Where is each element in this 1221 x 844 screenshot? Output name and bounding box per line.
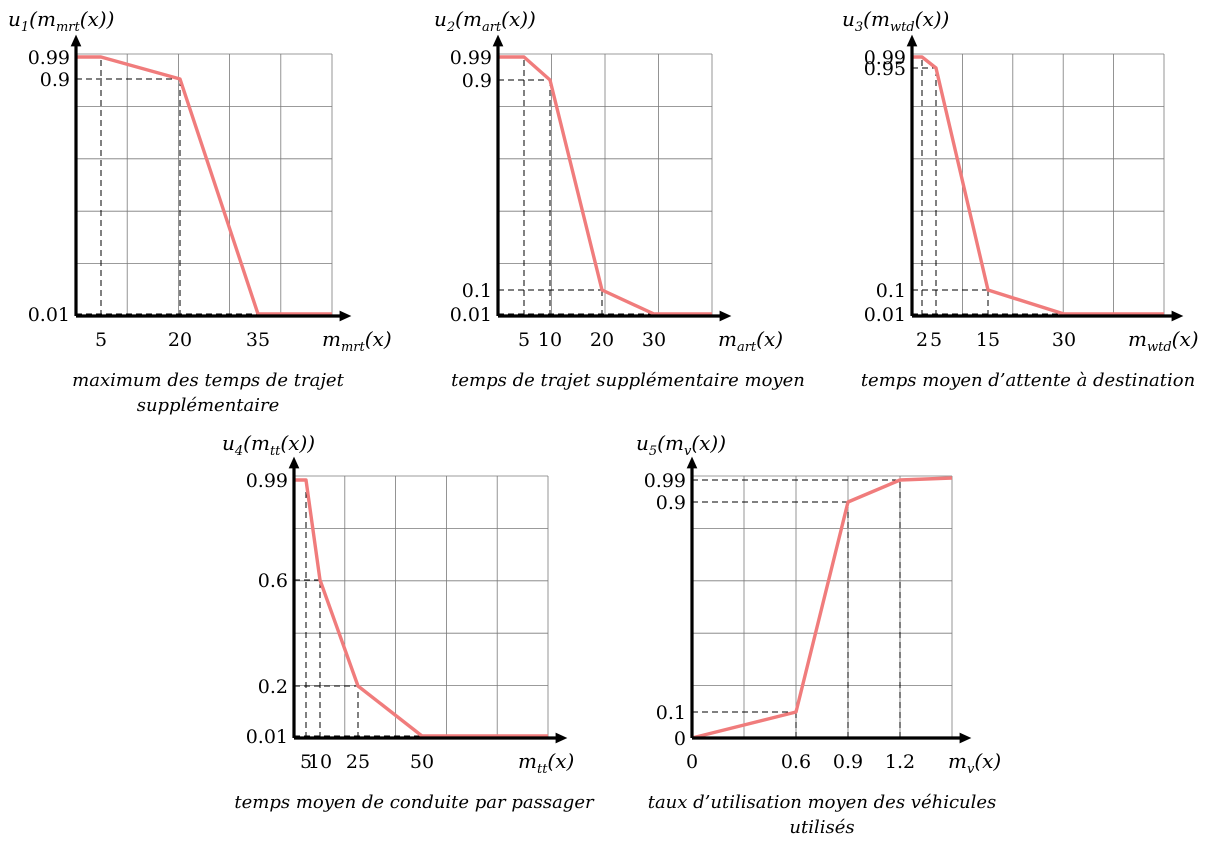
- y-tick-label: 0.99: [450, 47, 492, 69]
- guides-4: [294, 479, 423, 738]
- y-tick-label: 0.01: [864, 304, 906, 326]
- y-tick-label: 0.9: [656, 492, 686, 514]
- x-tick-label: 20: [168, 329, 192, 351]
- x-tick-label: 0: [686, 751, 698, 773]
- x-axis-title-2: mart(x): [718, 327, 783, 355]
- series-line-4: [294, 478, 548, 738]
- x-tick-label: 15: [976, 329, 1000, 351]
- x-tick-label: 5: [518, 329, 530, 351]
- y-tick-label: 0.01: [246, 726, 288, 748]
- grid-1: [76, 53, 333, 316]
- x-axis-title-3: mwtd(x): [1128, 327, 1199, 355]
- grid-3: [912, 53, 1165, 316]
- y-tick-label: 0: [674, 728, 686, 750]
- x-tick-label: 25: [346, 751, 370, 773]
- guides-1: [76, 56, 259, 316]
- chart-2: 0.990.9 0.10.01 5 10 20 30 u2(mart(x)) mart(x) t…: [434, 7, 805, 391]
- y-tick-label: 0.1: [656, 702, 686, 724]
- y-tick-label: 0.99: [28, 47, 70, 69]
- x-axis-title-1: mmrt(x): [322, 327, 392, 355]
- y-tick-label: 0.01: [28, 304, 70, 326]
- y-tick-label: 0.99: [246, 470, 288, 492]
- grid-2: [498, 53, 713, 316]
- x-tick-label: 30: [642, 329, 666, 351]
- x-tick-label: 20: [590, 329, 614, 351]
- grid-4: [294, 475, 549, 738]
- caption-4: temps moyen de conduite par passager: [234, 792, 595, 813]
- x-tick-label: 5: [300, 751, 312, 773]
- guides-5: [692, 479, 901, 738]
- series-line-3: [912, 55, 1164, 316]
- x-tick-label: 30: [1052, 329, 1076, 351]
- y-axis-title-4: u4(mtt(x)): [222, 431, 315, 459]
- chart-4: 0.99 0.6 0.2 0.01 510 25 50 u4(mtt(x)) mtt(x) tem…: [222, 431, 595, 813]
- caption-2: temps de trajet supplémentaire moyen: [451, 370, 805, 391]
- series-line-2: [498, 55, 712, 316]
- caption-1: maximum des temps de trajet: [72, 370, 344, 391]
- caption-5: utilisés: [789, 817, 854, 838]
- y-axis-title-5: u5(mv(x)): [636, 431, 726, 459]
- x-tick-label: 50: [410, 751, 434, 773]
- caption-1: supplémentaire: [137, 395, 280, 416]
- x-tick-label: 10: [308, 751, 332, 773]
- y-tick-label: 0.2: [258, 676, 288, 698]
- x-tick-label: 35: [246, 329, 270, 351]
- y-tick-label: 0.01: [450, 304, 492, 326]
- y-tick-label: 0.9: [40, 69, 70, 91]
- y-tick-label: 0.6: [258, 570, 288, 592]
- x-tick-label: 0.9: [833, 751, 863, 773]
- y-axis-title-2: u2(mart(x)): [434, 7, 536, 35]
- x-axis-title-5: mv(x): [948, 749, 1001, 777]
- x-tick-label: 1.2: [885, 751, 915, 773]
- x-tick-label: 5: [95, 329, 107, 351]
- chart-5: 0.990.90.100 0.6 0.9 1.2u5(mv(x))mv(x)taux …: [636, 431, 1001, 838]
- y-tick-label: 0.95: [864, 58, 906, 80]
- guides-3: [912, 56, 1065, 316]
- y-tick-label: 0.99: [864, 47, 906, 69]
- series-line-5: [691, 476, 953, 740]
- chart-1: 0.990.9 0.01 5 20 35 u1(mmrt(x)) mmrt(x) maximu…: [8, 7, 392, 416]
- x-tick-label: 2: [916, 329, 928, 351]
- y-axis-title-3: u3(mwtd(x)): [842, 7, 949, 35]
- y-tick-label: 0.1: [876, 280, 906, 302]
- y-tick-label: 0.99: [644, 470, 686, 492]
- x-tick-label: 0.6: [781, 751, 811, 773]
- chart-3: 0.990.95 0.10.01 2 5 15 30 u3(mwtd(x)) mwtd(x) t…: [842, 7, 1199, 391]
- x-tick-label: 5: [930, 329, 942, 351]
- series-line-1: [76, 55, 332, 316]
- y-tick-label: 0.1: [462, 280, 492, 302]
- caption-5: taux d’utilisation moyen des véhicules: [648, 792, 997, 813]
- x-axis-title-4: mtt(x): [518, 749, 574, 777]
- y-tick-label: 0.9: [462, 70, 492, 92]
- x-tick-label: 10: [538, 329, 562, 351]
- y-axis-title-1: u1(mmrt(x)): [8, 7, 114, 35]
- caption-3: temps moyen d’attente à destination: [861, 370, 1195, 391]
